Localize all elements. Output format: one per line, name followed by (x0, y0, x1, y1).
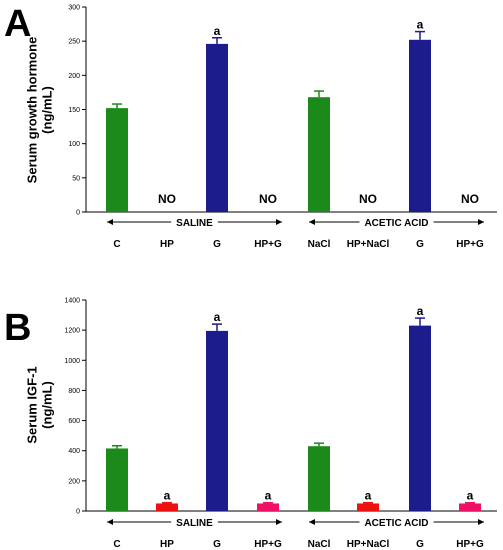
panel-letter: A (4, 3, 31, 45)
y-tick-label: 1000 (64, 358, 80, 365)
bar (459, 503, 481, 511)
group-label: SALINE (176, 518, 213, 529)
bar (357, 503, 379, 511)
x-tick-label: HP (160, 539, 174, 550)
group-label: ACETIC ACID (364, 218, 428, 229)
bar (257, 503, 279, 511)
group-arrowhead-left (107, 519, 113, 525)
bar-annotation: a (417, 304, 424, 318)
group-label: ACETIC ACID (364, 518, 428, 529)
y-axis-label-line: Serum IGF-1 (25, 366, 40, 443)
group-arrowhead-right (478, 519, 484, 525)
panel-b: B Serum IGF-1(ng/mL) 0 200 400 600 800 1000 1200… (4, 298, 497, 550)
y-tick-label: 1200 (64, 328, 80, 335)
x-tick-label: HP (160, 239, 174, 250)
y-tick-label: 200 (68, 73, 80, 80)
group-label: SALINE (176, 218, 213, 229)
bar-annotation: a (164, 489, 171, 503)
x-tick-label: G (213, 539, 221, 550)
bar (206, 330, 228, 511)
bar-annotation: a (417, 18, 424, 32)
y-tick-label: 800 (68, 388, 80, 395)
x-tick-label: HP+G (456, 239, 484, 250)
x-tick-label: NaCl (308, 239, 331, 250)
y-tick-label: 150 (68, 107, 80, 114)
bar (308, 97, 330, 212)
y-tick-label: 200 (68, 478, 80, 485)
not-observed-label: NO (158, 192, 176, 206)
bar-annotation: a (214, 310, 221, 324)
y-tick-label: 400 (68, 448, 80, 455)
not-observed-label: NO (461, 192, 479, 206)
x-tick-label: G (416, 239, 424, 250)
not-observed-label: NO (259, 192, 277, 206)
y-axis-label: Serum IGF-1(ng/mL) (25, 366, 55, 443)
group-arrowhead-left (309, 519, 315, 525)
x-tick-label: HP+G (254, 539, 282, 550)
not-observed-label: NO (359, 192, 377, 206)
bar (156, 503, 178, 511)
bar-annotation: a (265, 489, 272, 503)
bar-annotation: a (214, 24, 221, 38)
bar (409, 325, 431, 511)
y-axis-label: Serum growth hormone(ng/mL) (25, 37, 55, 184)
group-arrowhead-left (107, 219, 113, 225)
bar (106, 448, 128, 511)
y-tick-label: 50 (72, 175, 80, 182)
bar (106, 108, 128, 212)
x-tick-label: G (213, 239, 221, 250)
y-tick-label: 0 (76, 210, 80, 217)
x-tick-label: C (113, 539, 120, 550)
y-axis-label-line: (ng/mL) (40, 86, 55, 134)
x-tick-label: HP+NaCl (347, 539, 390, 550)
y-tick-label: 600 (68, 418, 80, 425)
y-tick-label: 250 (68, 39, 80, 46)
group-arrowhead-right (276, 519, 282, 525)
y-axis-label-line: (ng/mL) (40, 381, 55, 429)
group-arrowhead-right (478, 219, 484, 225)
bar-annotation: a (365, 489, 372, 503)
group-arrowhead-right (276, 219, 282, 225)
y-axis-label-line: Serum growth hormone (25, 37, 40, 184)
bar (409, 39, 431, 212)
x-tick-label: HP+G (254, 239, 282, 250)
y-tick-label: 100 (68, 141, 80, 148)
group-arrowhead-left (309, 219, 315, 225)
x-tick-label: NaCl (308, 539, 331, 550)
bar (308, 446, 330, 511)
x-tick-label: HP+NaCl (347, 239, 390, 250)
bar (206, 43, 228, 213)
panel-letter: B (4, 307, 31, 349)
x-tick-label: HP+G (456, 539, 484, 550)
x-tick-label: G (416, 539, 424, 550)
y-tick-label: 300 (68, 5, 80, 12)
x-tick-label: C (113, 239, 120, 250)
y-tick-label: 1400 (64, 298, 80, 305)
bar-annotation: a (467, 489, 474, 503)
y-tick-label: 0 (76, 509, 80, 516)
